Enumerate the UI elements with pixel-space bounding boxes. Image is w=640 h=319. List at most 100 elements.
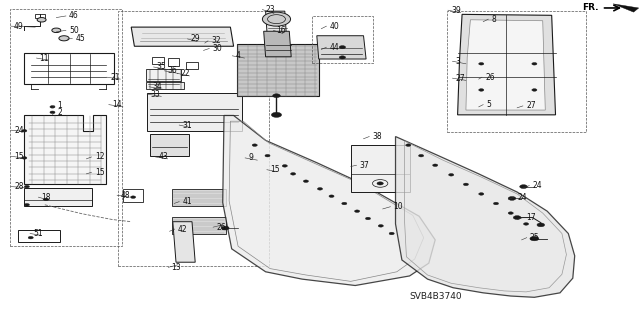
Polygon shape <box>150 134 189 156</box>
Circle shape <box>342 202 347 205</box>
Text: 11: 11 <box>40 54 49 63</box>
Text: 30: 30 <box>212 44 222 53</box>
Text: 24: 24 <box>517 193 527 202</box>
Circle shape <box>339 46 346 49</box>
Circle shape <box>479 89 484 91</box>
Circle shape <box>265 154 270 157</box>
Circle shape <box>419 154 424 157</box>
Text: 8: 8 <box>492 15 496 24</box>
Text: 35: 35 <box>157 63 166 71</box>
Polygon shape <box>317 36 366 59</box>
Circle shape <box>479 193 484 195</box>
Text: 40: 40 <box>330 22 339 31</box>
Text: 28: 28 <box>14 182 24 191</box>
Circle shape <box>44 198 49 201</box>
Bar <box>18 230 60 242</box>
Text: 5: 5 <box>486 100 492 109</box>
Circle shape <box>262 12 291 26</box>
Text: 41: 41 <box>182 197 192 206</box>
Circle shape <box>22 130 27 132</box>
Text: 29: 29 <box>191 34 200 43</box>
Circle shape <box>52 28 61 33</box>
Text: 2: 2 <box>58 108 62 117</box>
Circle shape <box>24 185 29 188</box>
Text: 26: 26 <box>485 73 495 82</box>
Polygon shape <box>264 31 291 57</box>
Circle shape <box>537 223 545 227</box>
Circle shape <box>50 106 55 108</box>
Circle shape <box>433 164 438 167</box>
Polygon shape <box>266 11 287 41</box>
Text: 4: 4 <box>236 51 241 60</box>
Bar <box>118 11 269 266</box>
Circle shape <box>22 157 27 159</box>
Polygon shape <box>613 4 639 12</box>
Polygon shape <box>237 44 319 96</box>
Polygon shape <box>131 27 234 46</box>
Text: 22: 22 <box>180 69 190 78</box>
Text: 27: 27 <box>456 74 465 83</box>
Circle shape <box>463 183 468 186</box>
Text: 34: 34 <box>152 82 162 91</box>
Text: FR.: FR. <box>582 4 598 12</box>
Circle shape <box>303 180 308 182</box>
Circle shape <box>532 89 537 91</box>
Bar <box>447 11 586 132</box>
Bar <box>146 69 181 81</box>
Bar <box>147 93 242 131</box>
Text: 37: 37 <box>360 161 369 170</box>
Polygon shape <box>458 14 556 115</box>
Text: 49: 49 <box>14 22 24 31</box>
Circle shape <box>365 217 371 220</box>
Text: 23: 23 <box>266 5 275 14</box>
Bar <box>152 57 164 64</box>
Text: 12: 12 <box>95 152 104 161</box>
Circle shape <box>291 173 296 175</box>
Circle shape <box>378 225 383 227</box>
Bar <box>351 145 410 192</box>
Bar <box>24 53 114 84</box>
Text: 3: 3 <box>456 57 461 66</box>
Polygon shape <box>466 20 545 110</box>
Text: 21: 21 <box>110 73 120 82</box>
Text: 16: 16 <box>276 26 286 35</box>
Circle shape <box>131 196 136 198</box>
Circle shape <box>493 202 499 205</box>
Text: 38: 38 <box>372 132 382 141</box>
Circle shape <box>28 236 33 239</box>
Bar <box>172 189 226 206</box>
Circle shape <box>479 63 484 65</box>
Bar <box>312 16 373 63</box>
Circle shape <box>221 226 229 230</box>
Circle shape <box>377 182 383 185</box>
Bar <box>10 9 122 246</box>
Text: 17: 17 <box>526 213 536 222</box>
Bar <box>172 217 226 234</box>
Circle shape <box>449 174 454 176</box>
Text: 31: 31 <box>182 121 192 130</box>
Text: 1: 1 <box>58 101 62 110</box>
Text: 39: 39 <box>451 6 461 15</box>
Text: 24: 24 <box>14 126 24 135</box>
Circle shape <box>508 197 516 200</box>
Text: 14: 14 <box>112 100 122 109</box>
Text: 10: 10 <box>394 202 403 211</box>
Circle shape <box>513 216 521 219</box>
Circle shape <box>59 36 69 41</box>
Text: 27: 27 <box>526 101 536 110</box>
Text: 51: 51 <box>33 229 43 238</box>
Text: 48: 48 <box>120 191 130 200</box>
Circle shape <box>520 185 527 189</box>
Circle shape <box>329 195 334 197</box>
Text: 36: 36 <box>168 66 177 75</box>
Circle shape <box>532 63 537 65</box>
Text: 15: 15 <box>95 168 104 177</box>
Circle shape <box>389 232 394 235</box>
Bar <box>123 189 143 202</box>
Circle shape <box>24 204 29 206</box>
Bar <box>35 14 45 18</box>
Polygon shape <box>173 222 195 262</box>
Text: 50: 50 <box>69 26 79 35</box>
Text: 26: 26 <box>216 223 226 232</box>
Circle shape <box>524 223 529 225</box>
